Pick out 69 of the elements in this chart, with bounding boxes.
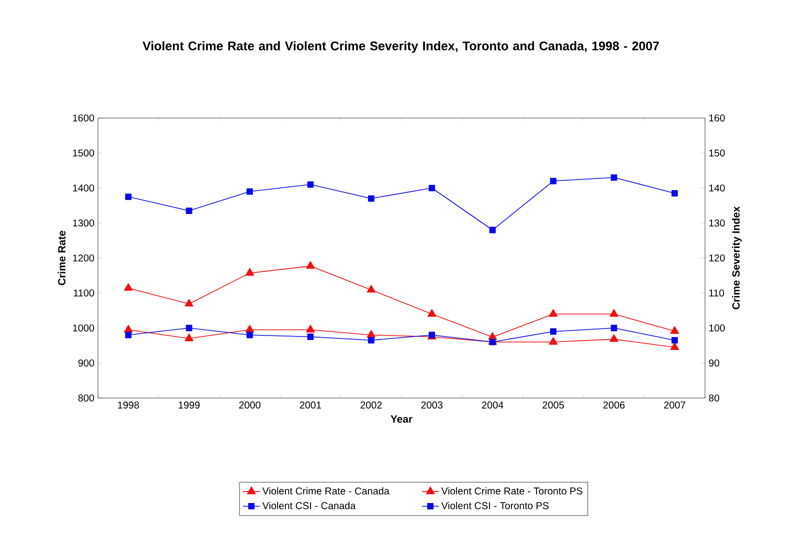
x-tick-label: 2003 xyxy=(421,402,443,409)
x-tick-label: 2005 xyxy=(542,402,564,409)
y2-tick-label: 150 xyxy=(709,149,725,157)
y2-tick-label: 90 xyxy=(709,359,720,367)
chart-title: Violent Crime Rate and Violent Crime Severity Index, Toronto and Canada, 1998 - 2007 xyxy=(142,41,659,53)
y2-tick-label: 140 xyxy=(709,184,725,192)
point xyxy=(124,324,133,332)
x-tick-label: 2006 xyxy=(603,402,625,409)
legend-label: Violent CSI - Toronto PS xyxy=(441,502,549,510)
y2-tick-label: 80 xyxy=(708,394,720,402)
point xyxy=(124,283,133,291)
point xyxy=(125,194,132,200)
legend-label: Violent Crime Rate - Canada xyxy=(262,487,390,495)
y-tick-label: 1500 xyxy=(73,149,94,157)
point xyxy=(246,332,253,338)
point xyxy=(246,188,253,195)
y2-axis-title: Crime Severity Index xyxy=(732,206,742,310)
point xyxy=(368,337,374,344)
point xyxy=(427,309,436,317)
x-tick-label: 2002 xyxy=(360,402,382,409)
y2-tick-label: 110 xyxy=(709,289,724,297)
y-tick-label: 1000 xyxy=(73,324,94,332)
point xyxy=(548,337,558,345)
point xyxy=(307,334,314,340)
point xyxy=(125,332,132,338)
point xyxy=(548,309,558,317)
point xyxy=(306,261,315,269)
y2-tick-label: 120 xyxy=(709,254,725,262)
point xyxy=(245,324,254,332)
point xyxy=(245,268,254,276)
y-tick-label: 1300 xyxy=(73,219,94,227)
y-tick-label: 1600 xyxy=(73,114,94,122)
x-tick-label: 1999 xyxy=(178,402,200,409)
y-tick-label: 900 xyxy=(78,359,94,367)
x-tick-label: 2007 xyxy=(664,402,686,409)
point xyxy=(186,208,192,214)
y2-tick-label: 130 xyxy=(709,219,725,227)
point xyxy=(550,328,556,335)
point xyxy=(671,337,678,344)
point xyxy=(368,195,374,202)
point xyxy=(428,184,436,192)
legend-label: Violent Crime Rate - Toronto PS xyxy=(441,487,582,495)
y2-tick-label: 160 xyxy=(709,114,725,122)
point xyxy=(489,226,496,234)
point xyxy=(670,326,680,334)
point xyxy=(306,324,315,332)
point xyxy=(610,334,618,342)
point xyxy=(671,190,678,196)
x-tick-label: 2004 xyxy=(482,402,504,409)
point xyxy=(184,334,194,342)
point xyxy=(610,324,618,332)
x-tick-label: 1998 xyxy=(118,402,139,409)
legend-label: Violent CSI - Canada xyxy=(262,502,356,510)
point xyxy=(610,174,618,181)
point xyxy=(550,178,556,184)
point xyxy=(184,298,194,307)
point xyxy=(307,181,314,188)
x-tick-label: 2000 xyxy=(239,402,260,409)
x-axis-title: Year xyxy=(390,415,412,423)
y-tick-label: 1400 xyxy=(73,184,94,192)
point xyxy=(186,324,192,332)
y-tick-label: 800 xyxy=(78,394,94,402)
y-axis-title: Crime Rate xyxy=(58,230,66,286)
y-tick-label: 1200 xyxy=(73,254,94,262)
y2-tick-label: 100 xyxy=(709,324,725,332)
y-tick-label: 1100 xyxy=(74,289,94,297)
point xyxy=(610,309,618,317)
point xyxy=(366,284,376,293)
x-tick-label: 2001 xyxy=(300,402,322,409)
